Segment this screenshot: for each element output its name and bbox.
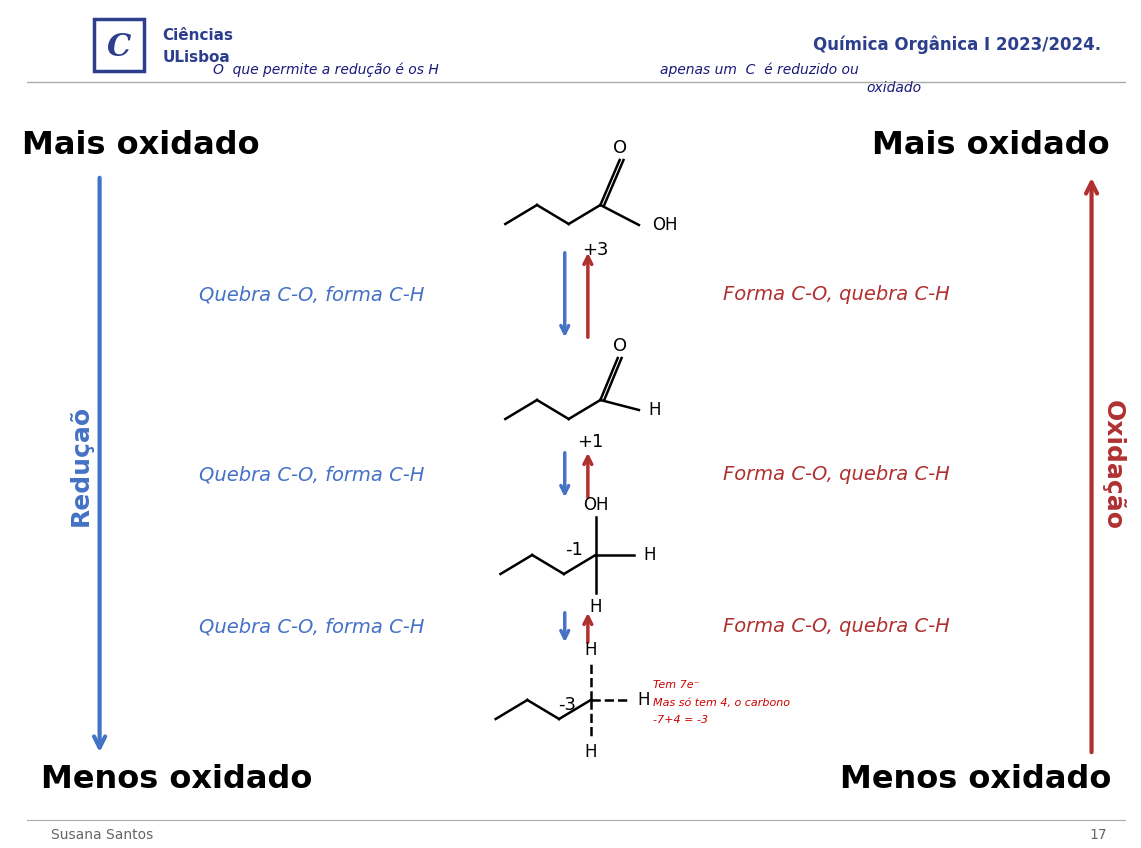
Text: 17: 17 — [1090, 828, 1107, 842]
Text: H: H — [584, 641, 597, 659]
Text: oxidado: oxidado — [866, 81, 922, 95]
Text: Quebra C-O, forma C-H: Quebra C-O, forma C-H — [199, 286, 424, 304]
Text: +1: +1 — [577, 433, 604, 451]
Text: O: O — [613, 139, 626, 157]
Text: H: H — [648, 401, 661, 419]
Text: Forma C-O, quebra C-H: Forma C-O, quebra C-H — [723, 286, 949, 304]
Text: -1: -1 — [566, 541, 583, 559]
Text: Reduçaõ: Reduçaõ — [68, 404, 92, 526]
Text: O  que permite a redução é os H: O que permite a redução é os H — [213, 63, 439, 77]
Text: Forma C-O, quebra C-H: Forma C-O, quebra C-H — [723, 617, 949, 637]
Text: Ciências: Ciências — [162, 27, 233, 42]
Text: Tem 7e⁻: Tem 7e⁻ — [654, 680, 699, 690]
Text: OH: OH — [653, 216, 678, 234]
Text: -3: -3 — [558, 696, 576, 714]
Text: Mais oxidado: Mais oxidado — [872, 130, 1109, 160]
Text: O: O — [613, 337, 626, 355]
Bar — [94, 19, 144, 71]
Text: H: H — [584, 743, 597, 761]
Text: Mais oxidado: Mais oxidado — [22, 130, 260, 160]
Text: Mas só tem 4, o carbono: Mas só tem 4, o carbono — [654, 698, 791, 708]
Text: Oxidação: Oxidação — [1101, 400, 1125, 530]
Text: Susana Santos: Susana Santos — [51, 828, 154, 842]
Text: H: H — [637, 691, 649, 709]
Text: ULisboa: ULisboa — [162, 49, 230, 64]
Text: Química Orgânica I 2023/2024.: Química Orgânica I 2023/2024. — [814, 36, 1101, 54]
Text: Quebra C-O, forma C-H: Quebra C-O, forma C-H — [199, 466, 424, 484]
Text: +3: +3 — [582, 241, 609, 259]
Text: OH: OH — [583, 496, 608, 514]
Text: Menos oxidado: Menos oxidado — [41, 765, 313, 795]
Text: Quebra C-O, forma C-H: Quebra C-O, forma C-H — [199, 617, 424, 637]
Text: apenas um  C  é reduzido ou: apenas um C é reduzido ou — [659, 63, 859, 77]
Text: C: C — [107, 31, 131, 63]
Text: H: H — [644, 546, 656, 564]
Text: -7+4 = -3: -7+4 = -3 — [654, 715, 709, 725]
Text: Forma C-O, quebra C-H: Forma C-O, quebra C-H — [723, 466, 949, 484]
Text: H: H — [589, 598, 601, 616]
Text: Menos oxidado: Menos oxidado — [840, 765, 1111, 795]
